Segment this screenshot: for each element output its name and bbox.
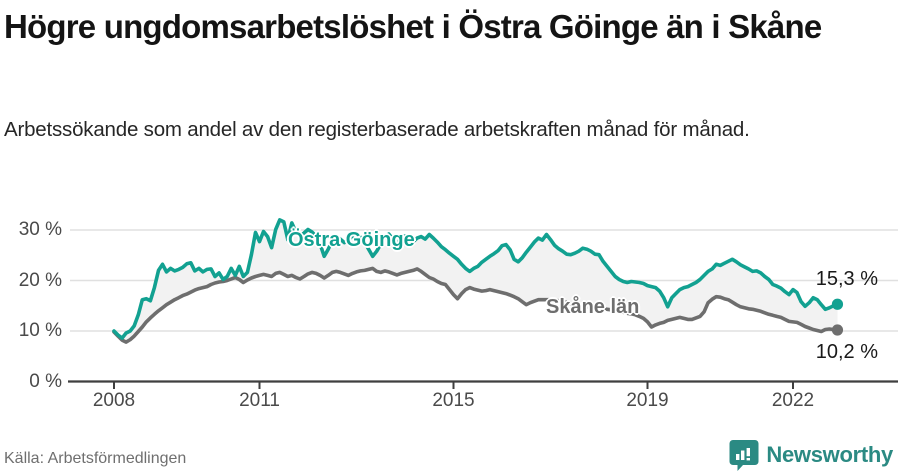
page-title: Högre ungdomsarbetslöshet i Östra Göinge…: [4, 8, 822, 45]
newsworthy-logo: Newsworthy: [729, 438, 893, 472]
newsworthy-chart-bubble-icon: [729, 439, 759, 471]
x-tick-label: 2015: [432, 390, 475, 411]
ostra-goinge-line: [112, 218, 840, 340]
source-note: Källa: Arbetsförmedlingen: [4, 450, 187, 467]
y-tick-label: 0 %: [29, 370, 62, 392]
area-between-series: [114, 219, 838, 343]
series-label-ostra-goinge: Östra Göinge: [288, 229, 415, 251]
x-tick-label: 2008: [92, 390, 136, 411]
x-tick-label: 2019: [626, 390, 669, 411]
y-tick-label: 20 %: [18, 269, 62, 291]
skane-end-dot: [831, 324, 844, 336]
newsworthy-wordmark: Newsworthy: [766, 442, 893, 467]
x-tick-label: 2022: [771, 390, 815, 411]
skane-line: [112, 266, 840, 344]
y-tick-label: 10 %: [18, 320, 62, 341]
x-axis: [68, 380, 898, 389]
page-subtitle: Arbetssökande som andel av den registerb…: [4, 118, 750, 141]
ostra-goinge-end-dot: [831, 298, 844, 310]
y-tick-label: 30 %: [18, 219, 62, 240]
x-tick-label: 2011: [239, 390, 280, 411]
end-value-label-skane: 10,2 %: [815, 341, 878, 363]
end-value-label-ostra: 15,3 %: [815, 268, 878, 290]
series-label-skane-lan: Skåne län: [546, 296, 640, 318]
